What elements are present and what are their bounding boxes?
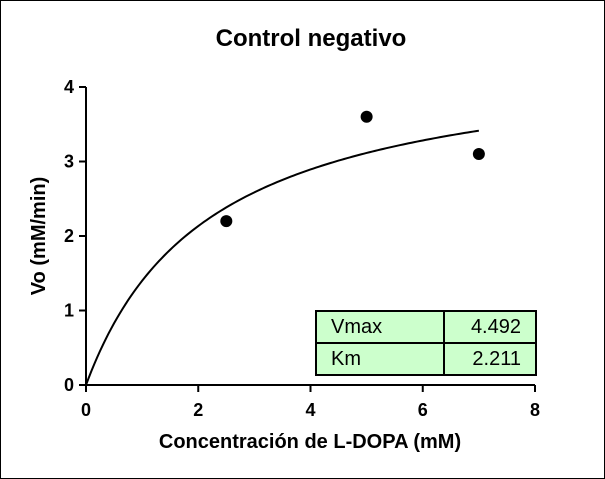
- axes: [79, 86, 536, 392]
- y-tick-label: 1: [64, 301, 74, 321]
- data-points: [220, 110, 485, 228]
- param-row-km: Km 2.211: [315, 342, 537, 376]
- param-value: 2.211: [443, 342, 537, 376]
- param-row-vmax: Vmax 4.492: [315, 310, 537, 344]
- y-tick-label: 3: [64, 152, 74, 172]
- tick-labels: 0 2 4 6 8 0 1 2 3 4: [64, 77, 540, 420]
- y-tick-label: 0: [64, 375, 74, 395]
- data-point: [472, 148, 485, 161]
- x-tick-label: 8: [530, 400, 540, 420]
- data-point: [360, 110, 373, 123]
- y-tick-label: 4: [64, 77, 74, 97]
- x-tick-label: 0: [81, 400, 91, 420]
- fit-curve: [85, 129, 480, 386]
- y-tick-label: 2: [64, 226, 74, 246]
- param-name: Vmax: [315, 310, 445, 344]
- x-axis-title: Concentración de L-DOPA (mM): [159, 431, 461, 453]
- parameter-table: Vmax 4.492 Km 2.211: [315, 310, 537, 376]
- param-value: 4.492: [443, 310, 537, 344]
- fit-curve-layer: [85, 129, 480, 386]
- x-tick-label: 6: [418, 400, 428, 420]
- data-point: [220, 215, 233, 228]
- chart-title: Control negativo: [215, 25, 407, 52]
- y-axis-title: Vo (mM/min): [28, 177, 50, 296]
- x-tick-label: 4: [305, 400, 315, 420]
- param-name: Km: [315, 342, 445, 376]
- x-tick-label: 2: [193, 400, 203, 420]
